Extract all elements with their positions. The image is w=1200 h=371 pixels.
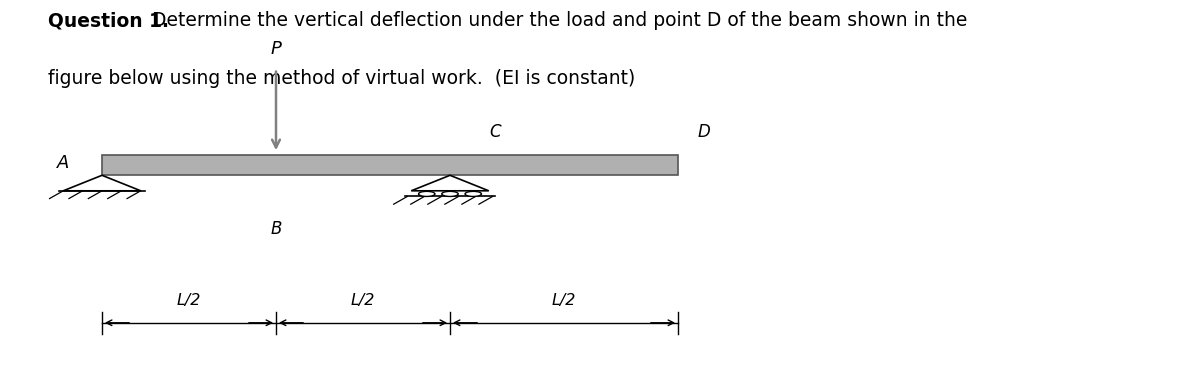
Bar [102, 155, 678, 175]
Circle shape [419, 191, 434, 196]
Circle shape [466, 191, 481, 196]
Text: L/2: L/2 [350, 293, 376, 308]
Text: A: A [58, 154, 70, 172]
Text: Question 1.: Question 1. [48, 11, 169, 30]
Polygon shape [64, 175, 140, 191]
Text: P: P [270, 39, 282, 58]
Text: C: C [490, 123, 502, 141]
Circle shape [442, 191, 458, 196]
Text: Determine the vertical deflection under the load and point D of the beam shown i: Determine the vertical deflection under … [146, 11, 967, 30]
Text: figure below using the method of virtual work.  (EI is constant): figure below using the method of virtual… [48, 69, 635, 88]
Text: D: D [698, 123, 710, 141]
Text: L/2: L/2 [176, 293, 202, 308]
Text: B: B [270, 220, 282, 238]
Polygon shape [412, 175, 488, 191]
Text: L/2: L/2 [552, 293, 576, 308]
